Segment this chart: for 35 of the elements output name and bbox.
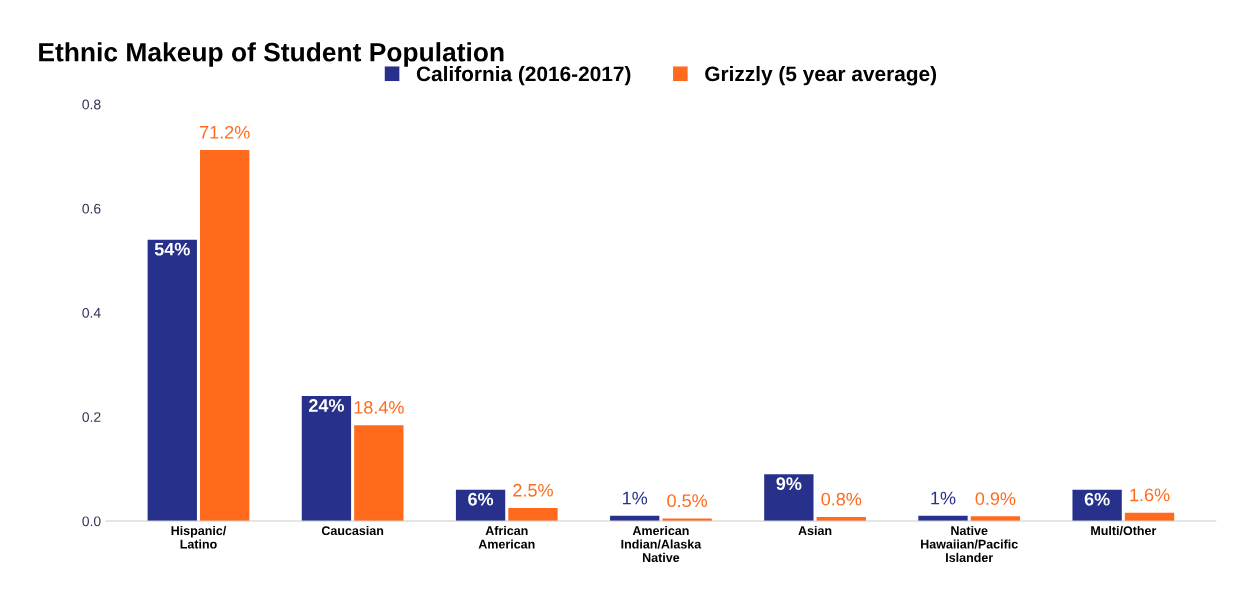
bar <box>764 474 814 522</box>
x-tick-label: Caucasian <box>321 525 384 536</box>
x-tick-label: Asian <box>798 525 832 536</box>
data-label: 18.4% <box>354 401 404 414</box>
data-label: 0.8% <box>821 492 862 506</box>
legend-label: California (2016-2017) <box>416 65 631 86</box>
legend-label: Grizzly (5 year average) <box>705 65 937 86</box>
y-tick-label: 0.8 <box>82 99 101 110</box>
y-tick-label: 0.6 <box>82 203 101 214</box>
bar <box>147 239 197 522</box>
y-tick-label: 0.4 <box>82 307 101 318</box>
data-label: 2.5% <box>513 483 553 497</box>
data-label: 54% <box>154 242 190 256</box>
data-label: 9% <box>776 477 802 491</box>
x-tick-label: Multi/Other <box>1091 525 1157 536</box>
bar <box>508 508 558 522</box>
x-tick-label: Native Hawaiian/Pacific Islander <box>921 525 1018 563</box>
data-label: 6% <box>1084 492 1110 506</box>
x-tick-label: American Indian/Alaska Native <box>621 525 702 563</box>
bar <box>354 425 404 522</box>
data-label: 1% <box>623 491 648 505</box>
data-label: 6% <box>468 492 494 506</box>
x-tick-label: African American <box>478 525 535 549</box>
data-label: 0.9% <box>975 492 1016 505</box>
data-label: 0.5% <box>667 494 708 508</box>
data-label: 1% <box>931 491 956 505</box>
data-label: 24% <box>308 399 345 412</box>
y-tick-label: 0.2 <box>82 412 101 423</box>
data-label: 71.2% <box>200 125 250 139</box>
y-tick-label: 0.0 <box>82 516 101 527</box>
bar <box>200 150 250 522</box>
bar <box>301 396 352 522</box>
chart-title: Ethnic Makeup of Student Population <box>39 42 504 67</box>
data-label: 1.6% <box>1130 488 1170 502</box>
x-tick-label: Hispanic/ Latino <box>171 525 227 549</box>
